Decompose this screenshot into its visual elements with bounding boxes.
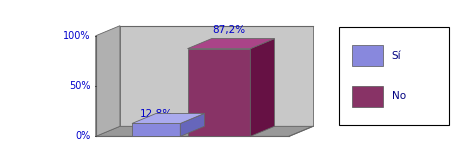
Text: No: No — [392, 92, 406, 101]
Text: 50%: 50% — [70, 81, 91, 91]
Text: Sí: Sí — [392, 51, 401, 60]
Polygon shape — [132, 113, 204, 123]
Polygon shape — [132, 123, 180, 136]
Polygon shape — [120, 26, 313, 126]
Polygon shape — [187, 49, 251, 136]
Text: 100%: 100% — [64, 31, 91, 41]
Polygon shape — [180, 113, 204, 136]
Text: 12,8%: 12,8% — [140, 109, 173, 119]
Text: 87,2%: 87,2% — [212, 25, 245, 35]
FancyBboxPatch shape — [339, 27, 449, 125]
Bar — [352, 45, 383, 66]
Bar — [352, 86, 383, 107]
Polygon shape — [96, 126, 313, 136]
Polygon shape — [251, 39, 274, 136]
Polygon shape — [96, 26, 120, 136]
Text: 0%: 0% — [76, 131, 91, 141]
Polygon shape — [187, 39, 274, 49]
